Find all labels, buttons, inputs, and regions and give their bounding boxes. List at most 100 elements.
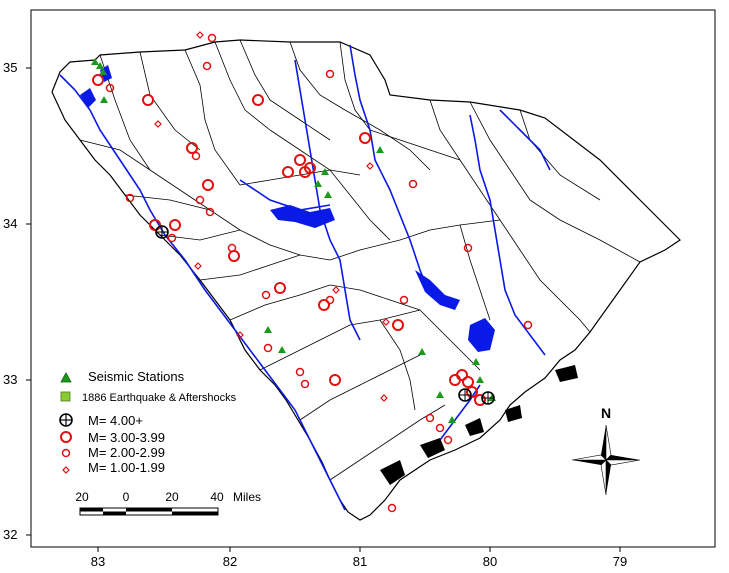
scale-label-20a: 20 xyxy=(75,490,89,504)
earthquake-m1-marker xyxy=(366,162,374,170)
earthquake-m3-marker xyxy=(149,219,161,231)
y-tick-34: 34 xyxy=(3,216,17,231)
y-tick-35: 35 xyxy=(3,60,17,75)
seismic-station-marker xyxy=(264,326,272,333)
scale-unit: Miles xyxy=(233,490,261,504)
earthquake-m2-marker xyxy=(167,233,177,243)
seismic-station-marker xyxy=(324,191,332,198)
legend-m4-icon xyxy=(59,413,73,427)
earthquake-m2-marker xyxy=(300,379,310,389)
earthquake-m1-marker xyxy=(196,31,204,39)
legend-m4-label: M= 4.00+ xyxy=(88,413,143,428)
earthquake-m2-marker xyxy=(463,243,473,253)
y-tick-33: 33 xyxy=(3,372,17,387)
legend-m1-label: M= 1.00-1.99 xyxy=(88,460,165,475)
earthquake-m2-marker xyxy=(125,193,135,203)
x-tick-80: 80 xyxy=(483,554,497,569)
earthquake-m3-marker xyxy=(304,162,316,174)
scale-label-0: 0 xyxy=(123,490,130,504)
earthquake-m4-marker xyxy=(458,388,472,402)
earthquake-m1-marker xyxy=(154,120,162,128)
earthquake-m2-marker xyxy=(435,423,445,433)
legend-m2-label: M= 2.00-2.99 xyxy=(88,445,165,460)
earthquake-m3-marker xyxy=(169,219,181,231)
scale-bar: 20 0 20 40 Miles xyxy=(75,490,261,516)
earthquake-m2-marker xyxy=(205,207,215,217)
earthquake-m3-marker xyxy=(462,376,474,388)
x-axis-labels: 83 82 81 80 79 xyxy=(91,554,627,569)
earthquake-m1-marker xyxy=(380,394,388,402)
legend-station-icon xyxy=(60,372,72,383)
earthquake-m3-marker xyxy=(186,142,198,154)
seismic-station-marker xyxy=(472,358,480,365)
earthquake-m2-marker xyxy=(195,195,205,205)
county-lines xyxy=(79,39,641,481)
earthquake-m2-marker xyxy=(263,343,273,353)
y-tick-32: 32 xyxy=(3,527,17,542)
legend-m3-icon xyxy=(60,431,72,443)
earthquake-m2-marker xyxy=(523,320,533,330)
earthquake-m2-marker xyxy=(325,69,335,79)
earthquake-m2-marker xyxy=(227,243,237,253)
legend-stations-label: Seismic Stations xyxy=(88,369,185,384)
earthquake-m2-marker xyxy=(408,179,418,189)
earthquake-m2-marker xyxy=(191,151,201,161)
earthquake-m2-marker xyxy=(387,503,397,513)
north-arrow: N xyxy=(571,405,641,496)
earthquake-m3-marker xyxy=(392,319,404,331)
x-tick-81: 81 xyxy=(353,554,367,569)
earthquake-m2-marker xyxy=(325,295,335,305)
seismic-station-marker xyxy=(476,376,484,383)
earthquake-m2-marker xyxy=(425,413,435,423)
earthquake-m3-marker xyxy=(466,386,478,398)
earthquake-epicenters xyxy=(92,31,533,513)
earthquake-m3-marker xyxy=(456,369,468,381)
axis-ticks xyxy=(26,67,621,552)
earthquake-m2-marker xyxy=(295,367,305,377)
seismic-station-marker xyxy=(96,62,104,69)
seismic-station-marker xyxy=(436,391,444,398)
earthquake-m3-marker xyxy=(318,299,330,311)
x-tick-83: 83 xyxy=(91,554,105,569)
seismic-station-marker xyxy=(418,348,426,355)
seismic-station-marker xyxy=(321,168,329,175)
coastal-islands xyxy=(380,365,578,485)
earthquake-m3-marker xyxy=(474,394,486,406)
earthquake-m4-marker xyxy=(481,391,495,405)
earthquake-m2-marker xyxy=(207,33,217,43)
earthquake-m3-marker xyxy=(142,94,154,106)
seismic-station-marker xyxy=(314,180,322,187)
scale-label-20b: 20 xyxy=(165,490,179,504)
seismic-station-marker xyxy=(100,96,108,103)
reservoirs xyxy=(80,65,495,352)
earthquake-m3-marker xyxy=(282,166,294,178)
x-tick-79: 79 xyxy=(613,554,627,569)
legend-historic-icon xyxy=(60,391,71,402)
x-tick-82: 82 xyxy=(223,554,237,569)
seismic-station-marker xyxy=(376,146,384,153)
earthquake-m3-marker xyxy=(92,74,104,86)
earthquake-m2-marker xyxy=(202,61,212,71)
earthquake-m3-marker xyxy=(202,179,214,191)
scale-label-40: 40 xyxy=(210,490,224,504)
legend-m2-icon xyxy=(61,448,71,458)
seismic-station-marker xyxy=(448,416,456,423)
earthquake-m1-marker xyxy=(194,262,202,270)
seismic-station-marker xyxy=(278,346,286,353)
earthquake-m1-marker xyxy=(236,331,244,339)
earthquake-m2-marker xyxy=(443,435,453,445)
earthquake-m3-marker xyxy=(252,94,264,106)
earthquake-m4-marker xyxy=(155,225,169,239)
earthquake-m2-marker xyxy=(261,290,271,300)
earthquake-m3-marker xyxy=(294,154,306,166)
seismic-station-marker xyxy=(91,58,99,65)
earthquake-m3-marker xyxy=(359,132,371,144)
legend-historic-label: 1886 Earthquake & Aftershocks xyxy=(82,392,237,404)
legend-m1-icon xyxy=(62,466,70,474)
earthquake-m2-marker xyxy=(105,83,115,93)
earthquake-m1-marker xyxy=(332,286,340,294)
y-axis-labels: 35 34 33 32 xyxy=(3,60,17,542)
north-label: N xyxy=(601,405,611,421)
earthquake-m2-marker xyxy=(399,295,409,305)
